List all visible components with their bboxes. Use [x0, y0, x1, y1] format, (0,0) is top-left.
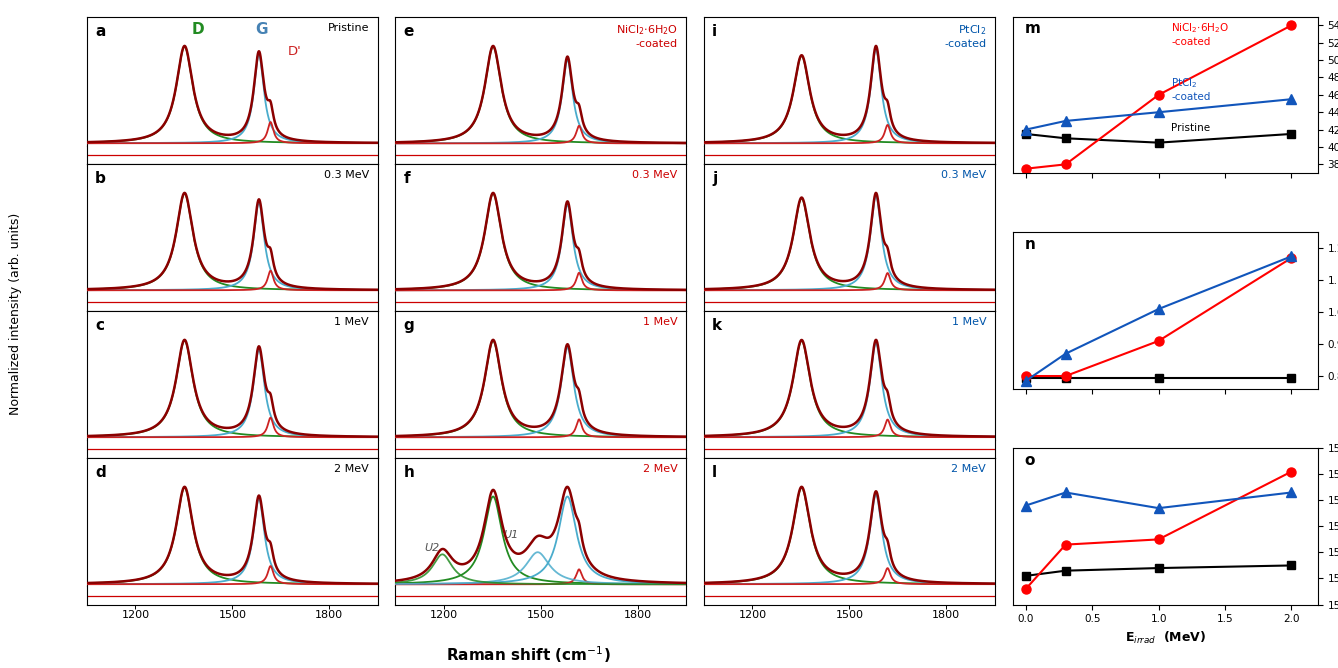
Text: D': D' — [288, 45, 301, 58]
Text: U2: U2 — [424, 543, 440, 553]
Text: 2 MeV: 2 MeV — [334, 464, 369, 474]
Text: b: b — [95, 172, 106, 186]
Text: l: l — [712, 466, 717, 480]
Text: U1: U1 — [503, 530, 518, 540]
Text: a: a — [95, 25, 106, 39]
Text: 1 MeV: 1 MeV — [334, 317, 369, 327]
Text: o: o — [1025, 453, 1036, 468]
Text: Pristine: Pristine — [328, 23, 369, 33]
Text: D: D — [191, 22, 205, 37]
Text: NiCl$_2$$\cdot$6H$_2$O
-coated: NiCl$_2$$\cdot$6H$_2$O -coated — [1171, 21, 1230, 47]
Text: 2 MeV: 2 MeV — [951, 464, 986, 474]
Text: Raman shift (cm$^{-1}$): Raman shift (cm$^{-1}$) — [446, 644, 611, 665]
Text: Pristine: Pristine — [1171, 123, 1211, 133]
Text: 0.3 MeV: 0.3 MeV — [633, 170, 677, 180]
Text: f: f — [404, 172, 411, 186]
Text: PtCl$_2$
-coated: PtCl$_2$ -coated — [945, 23, 986, 49]
Text: NiCl$_2$$\cdot$6H$_2$O
-coated: NiCl$_2$$\cdot$6H$_2$O -coated — [615, 23, 677, 49]
Text: 0.3 MeV: 0.3 MeV — [941, 170, 986, 180]
Text: 0.3 MeV: 0.3 MeV — [324, 170, 369, 180]
Text: k: k — [712, 319, 723, 333]
Text: Normalized intensity (arb. units): Normalized intensity (arb. units) — [9, 213, 23, 415]
Text: 1 MeV: 1 MeV — [951, 317, 986, 327]
Text: c: c — [95, 319, 104, 333]
Text: n: n — [1025, 237, 1036, 252]
Text: i: i — [712, 25, 717, 39]
Text: G: G — [256, 22, 268, 37]
Text: PtCl$_2$
-coated: PtCl$_2$ -coated — [1171, 76, 1211, 102]
Text: d: d — [95, 466, 106, 480]
Text: m: m — [1025, 21, 1041, 36]
X-axis label: E$_{irrad}$  (MeV): E$_{irrad}$ (MeV) — [1124, 630, 1206, 646]
Text: j: j — [712, 172, 717, 186]
Text: 2 MeV: 2 MeV — [642, 464, 677, 474]
Text: g: g — [404, 319, 415, 333]
Text: h: h — [404, 466, 415, 480]
Text: 1 MeV: 1 MeV — [644, 317, 677, 327]
Text: e: e — [404, 25, 413, 39]
